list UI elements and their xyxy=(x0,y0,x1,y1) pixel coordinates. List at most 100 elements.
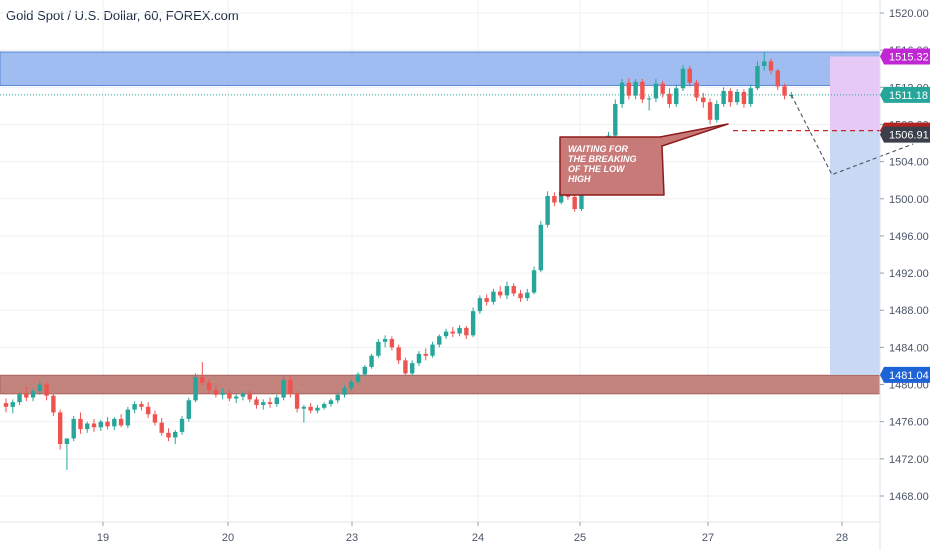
candle-body xyxy=(640,81,645,100)
candle-body xyxy=(653,83,659,99)
y-axis: 1468.001472.001476.001480.001484.001488.… xyxy=(879,0,929,550)
candle-body xyxy=(362,366,368,375)
y-tick-label: 1520.00 xyxy=(889,8,929,20)
candle-body xyxy=(91,423,97,428)
candle-body xyxy=(342,388,347,395)
candle-body xyxy=(240,393,246,397)
candle-body xyxy=(247,393,252,400)
y-tick-label: 1488.00 xyxy=(889,305,929,317)
projection-line xyxy=(790,94,914,176)
candle-body xyxy=(112,418,117,427)
candle-body xyxy=(294,393,300,409)
target-zone xyxy=(830,130,880,375)
candle-body xyxy=(504,286,510,296)
x-tick-label: 28 xyxy=(836,532,848,544)
stop-zone xyxy=(830,56,880,131)
candle-body xyxy=(437,336,442,345)
candle-body xyxy=(118,418,124,426)
candle-body xyxy=(687,68,692,83)
candle-body xyxy=(430,344,435,356)
candle-body xyxy=(572,196,577,209)
candle-body xyxy=(3,403,9,407)
price-label-text: 1511.18 xyxy=(889,90,928,102)
candle-body xyxy=(64,438,70,444)
candle-body xyxy=(152,414,158,423)
candle-body xyxy=(369,355,374,367)
x-axis: 19 20 23 24 25 27 28 xyxy=(0,521,880,544)
supply-zone xyxy=(0,51,881,86)
chart-title: Gold Spot / U.S. Dollar, 60, FOREX.com xyxy=(6,8,239,23)
y-tick-label: 1492.00 xyxy=(889,268,929,280)
x-tick-label: 24 xyxy=(472,532,484,544)
y-tick-label: 1496.00 xyxy=(889,231,929,243)
price-label-bg xyxy=(880,366,930,383)
candle-body xyxy=(775,70,780,87)
candle-body xyxy=(531,270,537,293)
candle-body xyxy=(254,399,259,405)
levels xyxy=(0,94,880,132)
y-tick-label: 1472.00 xyxy=(889,454,929,466)
candle-body xyxy=(626,82,632,96)
candle-body xyxy=(44,384,49,396)
candle-body xyxy=(71,418,76,439)
candle-body xyxy=(674,88,679,105)
x-tick-label: 19 xyxy=(97,532,109,544)
candle-body xyxy=(382,339,388,342)
candle-body xyxy=(470,311,476,336)
candle-body xyxy=(315,407,320,411)
candle-body xyxy=(403,360,408,374)
candle-body xyxy=(335,394,340,401)
candle-body xyxy=(57,412,63,444)
candle-body xyxy=(701,97,706,103)
candle-body xyxy=(694,82,699,98)
candle-body xyxy=(321,404,327,408)
candle-body xyxy=(667,93,672,105)
candle-body xyxy=(274,397,279,405)
price-label: 1481.04 xyxy=(880,366,930,383)
candle-body xyxy=(355,374,361,382)
callout-text: WAITING FOR xyxy=(568,144,628,154)
y-tick-label: 1476.00 xyxy=(889,417,929,429)
y-tick-label: 1468.00 xyxy=(889,491,929,503)
candles xyxy=(3,52,794,470)
candle-body xyxy=(227,392,232,399)
y-tick-label: 1484.00 xyxy=(889,342,929,354)
candle-body xyxy=(98,421,103,428)
candle-body xyxy=(30,391,36,398)
price-label-text: 1481.04 xyxy=(889,370,929,382)
price-label-bg xyxy=(880,48,930,65)
candle-body xyxy=(193,377,198,401)
candle-body xyxy=(213,390,219,395)
price-label-text: 1515.32 xyxy=(889,51,929,63)
candle-body xyxy=(416,353,422,364)
candle-body xyxy=(281,379,286,398)
candle-body xyxy=(173,431,178,438)
candle-body xyxy=(680,68,686,89)
candle-body xyxy=(105,421,110,427)
candle-body xyxy=(349,381,354,389)
demand-zone xyxy=(0,374,881,395)
candle-body xyxy=(660,83,665,94)
candle-body xyxy=(10,402,15,407)
price-label: 1506.91 xyxy=(880,126,930,143)
candle-body xyxy=(734,91,740,103)
candle-body xyxy=(125,409,131,426)
candle-body xyxy=(206,382,212,391)
candle-body xyxy=(186,400,191,419)
candle-body xyxy=(85,423,90,430)
candle-body xyxy=(545,195,550,225)
candle-body xyxy=(768,61,774,71)
candle-body xyxy=(308,406,313,411)
candle-body xyxy=(714,104,720,120)
candle-body xyxy=(423,353,428,356)
projection-path xyxy=(790,94,914,176)
price-label: 1511.18 xyxy=(880,86,930,103)
price-label-text: 1506.91 xyxy=(889,130,929,142)
x-tick-label: 27 xyxy=(702,532,714,544)
candle-body xyxy=(267,402,273,405)
candle-body xyxy=(762,61,767,66)
callout-text: THE BREAKING xyxy=(568,154,637,164)
candle-body xyxy=(376,341,381,356)
candle-body xyxy=(389,339,395,348)
